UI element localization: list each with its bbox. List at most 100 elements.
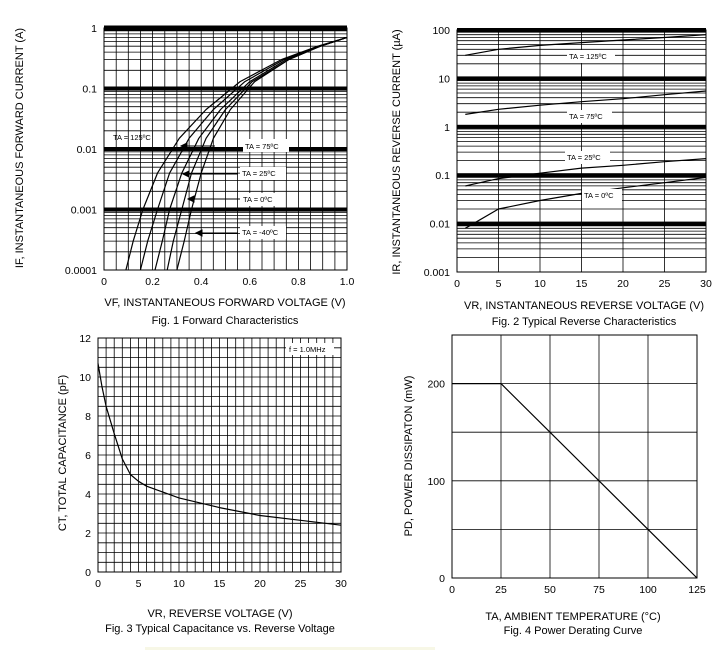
fig2-decade-bar bbox=[457, 76, 706, 81]
fig4-y-axis-title: PD, POWER DISSIPATON (mW) bbox=[403, 376, 415, 537]
fig3-x-tick-labels: 0 5 10 15 20 25 30 bbox=[95, 578, 347, 590]
fig3-y-tick-labels: 0 2 4 6 8 10 12 bbox=[79, 333, 91, 579]
fig2-decade-bar bbox=[457, 221, 706, 226]
fig3-caption: Fig. 3 Typical Capacitance vs. Reverse V… bbox=[105, 623, 335, 635]
fig2-series-line bbox=[465, 158, 707, 187]
fig3-x-tick-label: 25 bbox=[295, 578, 307, 590]
fig3-x-axis-title: VR, REVERSE VOLTAGE (V) bbox=[147, 608, 292, 620]
fig2-curves bbox=[464, 34, 707, 229]
fig2-chart: 0 5 10 15 20 25 30 100 10 1 0.1 0.01 0.001 TA = 125… bbox=[391, 25, 712, 328]
fig1-y-tick-label: 0.001 bbox=[71, 205, 97, 217]
fig2-annotation-box-125c bbox=[567, 50, 615, 63]
fig4-x-tick-label: 75 bbox=[593, 584, 605, 596]
fig2-x-tick-labels: 0 5 10 15 20 25 30 bbox=[454, 278, 712, 290]
fig3-y-tick-label: 4 bbox=[85, 489, 91, 501]
fig1-y-tick-label: 1 bbox=[91, 23, 97, 35]
bottom-tint-strip bbox=[145, 647, 435, 650]
fig2-annotation-box-25c bbox=[565, 151, 610, 164]
fig3-plot-frame bbox=[97, 337, 342, 573]
fig3-y-tick-label: 0 bbox=[85, 567, 91, 579]
fig2-y-tick-label: 0.001 bbox=[424, 267, 450, 279]
fig1-y-tick-label: 0.01 bbox=[77, 144, 98, 156]
fig1-annotation-75c: TA = 75ºC bbox=[245, 142, 279, 151]
fig2-y-tick-label: 10 bbox=[438, 73, 450, 85]
fig1-annotation-m40c: TA = -40ºC bbox=[242, 228, 279, 237]
fig4-x-tick-label: 125 bbox=[688, 584, 706, 596]
fig4-x-tick-labels: 0 25 50 75 100 125 bbox=[449, 584, 706, 596]
fig4-curves bbox=[452, 383, 698, 579]
fig1-annotation-box-25c bbox=[240, 167, 286, 180]
fig3-series-line bbox=[97, 363, 342, 526]
fig1-y-tick-labels: 1 0.1 0.01 0.001 0.0001 bbox=[65, 23, 97, 277]
fig3-y-tick-label: 2 bbox=[85, 528, 91, 540]
fig1-decade-bar bbox=[104, 147, 347, 151]
fig2-annotation-box-0c bbox=[582, 189, 622, 202]
fig1-x-tick-label: 0.2 bbox=[145, 276, 160, 288]
fig3-curves bbox=[97, 363, 342, 526]
fig2-decade-bar bbox=[457, 173, 706, 178]
fig1-series-line bbox=[176, 36, 348, 271]
fig2-annotation-25c: TA = 25ºC bbox=[567, 153, 601, 162]
fig1-x-tick-label: 0.8 bbox=[291, 276, 306, 288]
fig4-y-tick-label: 0 bbox=[439, 573, 445, 585]
fig2-y-tick-label: 0.01 bbox=[430, 219, 451, 231]
fig1-x-tick-label: 0 bbox=[101, 276, 107, 288]
fig1-annotation-125c: TA = 125ºC bbox=[113, 133, 151, 142]
fig2-annotation-75c: TA = 75ºC bbox=[569, 112, 603, 121]
fig1-annotation-25c: TA = 25ºC bbox=[242, 169, 276, 178]
fig4-series-line bbox=[452, 383, 698, 579]
fig2-annotation-0c: TA = 0ºC bbox=[584, 191, 614, 200]
fig3-x-tick-label: 5 bbox=[136, 578, 142, 590]
fig1-annotation-box-m40c bbox=[240, 226, 286, 239]
fig4-y-tick-label: 100 bbox=[427, 476, 445, 488]
fig1-annotation-box-75c bbox=[243, 139, 289, 152]
fig3-x-tick-label: 10 bbox=[173, 578, 185, 590]
fig1-series-line bbox=[125, 36, 348, 271]
fig1-annotation-box-0c bbox=[241, 193, 283, 206]
fig2-series-line bbox=[464, 176, 707, 229]
fig1-decade-bar bbox=[104, 86, 347, 91]
fig1-caption: Fig. 1 Forward Characteristics bbox=[152, 315, 299, 327]
fig2-x-tick-label: 30 bbox=[700, 278, 712, 290]
fig1-x-tick-label: 1.0 bbox=[340, 276, 355, 288]
fig4-x-tick-label: 25 bbox=[495, 584, 507, 596]
fig2-caption: Fig. 2 Typical Reverse Characteristics bbox=[492, 316, 677, 328]
fig3-x-tick-label: 30 bbox=[335, 578, 347, 590]
fig1-y-tick-label: 0.0001 bbox=[65, 265, 97, 277]
fig2-y-axis-title: IR, INSTANTANEOUS REVERSE CURRENT (µA) bbox=[391, 29, 403, 274]
fig2-series-line bbox=[465, 90, 707, 115]
fig3-y-axis-title: CT, TOTAL CAPACITANCE (pF) bbox=[57, 375, 69, 531]
fig1-y-tick-label: 0.1 bbox=[82, 84, 97, 96]
fig1-x-tick-label: 0.6 bbox=[242, 276, 257, 288]
fig2-x-tick-label: 15 bbox=[576, 278, 588, 290]
fig4-chart: 0 25 50 75 100 125 0 100 200 TA, AMBIENT TEMPER… bbox=[403, 334, 706, 637]
fig3-x-tick-label: 0 bbox=[95, 578, 101, 590]
fig2-y-tick-labels: 100 10 1 0.1 0.01 0.001 bbox=[424, 25, 450, 279]
fig2-x-tick-label: 20 bbox=[617, 278, 629, 290]
fig4-x-tick-label: 100 bbox=[639, 584, 657, 596]
fig4-y-tick-label: 200 bbox=[427, 379, 445, 391]
fig4-y-tick-labels: 0 100 200 bbox=[427, 379, 445, 585]
fig1-chart: 0 0.2 0.4 0.6 0.8 1.0 1 0.1 0.01 0.001 0.0001 TA … bbox=[14, 23, 354, 327]
fig1-curves bbox=[125, 36, 348, 271]
fig1-annotation-0c: TA = 0ºC bbox=[243, 195, 273, 204]
fig3-annotation-box bbox=[286, 343, 334, 355]
fig2-x-tick-label: 10 bbox=[534, 278, 546, 290]
fig3-x-tick-label: 20 bbox=[254, 578, 266, 590]
fig1-arrows bbox=[179, 142, 240, 237]
fig1-decade-bar bbox=[104, 207, 347, 212]
fig3-annotation-frequency: f = 1.0MHz bbox=[289, 345, 326, 354]
fig3-y-tick-label: 10 bbox=[79, 372, 91, 384]
fig2-x-tick-label: 0 bbox=[454, 278, 460, 290]
fig4-x-tick-label: 50 bbox=[544, 584, 556, 596]
fig2-y-tick-label: 1 bbox=[444, 122, 450, 134]
fig1-x-axis-title: VF, INSTANTANEOUS FORWARD VOLTAGE (V) bbox=[104, 297, 345, 309]
fig2-plot-frame bbox=[456, 29, 707, 273]
fig2-series-line bbox=[465, 34, 707, 56]
fig3-chart: 0 5 10 15 20 25 30 0 2 4 6 8 10 12 f = 1.0MHz VR, RE… bbox=[57, 333, 347, 635]
fig2-y-tick-label: 100 bbox=[432, 25, 450, 37]
fig2-grid bbox=[457, 28, 706, 272]
fig3-y-tick-label: 12 bbox=[79, 333, 91, 345]
